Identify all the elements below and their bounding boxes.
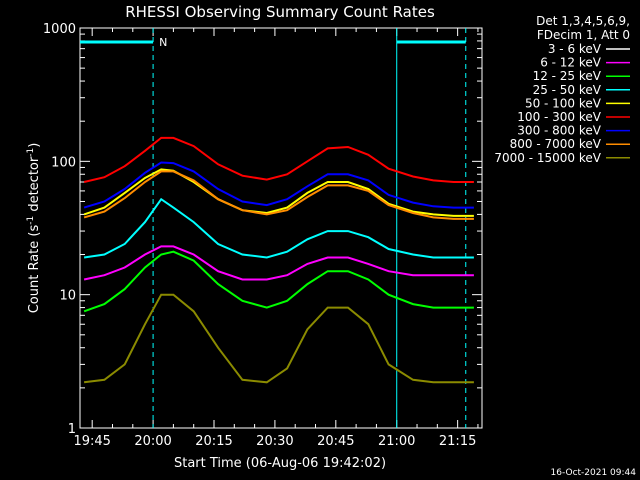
y-axis-label-sup-2: -1 <box>26 148 36 157</box>
series-line-7 <box>83 170 474 220</box>
legend-header-2: FDecim 1, Att 0 <box>537 28 630 42</box>
series-line-1 <box>83 245 474 281</box>
series-line-8 <box>83 293 474 384</box>
legend-label: 12 - 25 keV <box>533 69 602 83</box>
legend-label: 6 - 12 keV <box>540 56 602 70</box>
y-axis-label-mid: detector <box>27 156 42 216</box>
legend-label: 50 - 100 keV <box>525 96 602 110</box>
legend-label: 25 - 50 keV <box>533 83 602 97</box>
x-tick-label: 20:45 <box>317 434 354 449</box>
x-tick-label: 21:15 <box>439 434 476 449</box>
legend-label: 7000 - 15000 keV <box>494 151 601 165</box>
y-axis-label-main: Count Rate (s <box>27 225 42 314</box>
y-axis-label-sup-1: -1 <box>26 216 36 225</box>
x-tick-label: 19:45 <box>73 434 110 449</box>
timestamp: 16-Oct-2021 09:44 <box>551 468 637 478</box>
series-line-5 <box>83 136 474 183</box>
legend-label: 3 - 6 keV <box>548 42 602 56</box>
night-annotations: N <box>80 28 467 428</box>
night-label: N <box>159 36 167 49</box>
legend: Det 1,3,4,5,6,9, FDecim 1, Att 0 3 - 6 k… <box>494 14 630 165</box>
legend-header-1: Det 1,3,4,5,6,9, <box>536 14 630 28</box>
series-line-3 <box>83 197 474 259</box>
series-line-2 <box>83 250 474 313</box>
x-axis-label: Start Time (06-Aug-06 19:42:02) <box>174 456 386 471</box>
y-tick-label: 10 <box>59 289 76 304</box>
x-tick-label: 20:00 <box>134 434 171 449</box>
x-tick-label: 21:00 <box>378 434 415 449</box>
legend-label: 300 - 800 keV <box>517 124 601 138</box>
series-line-4 <box>83 168 474 217</box>
y-tick-label: 1000 <box>43 22 76 37</box>
x-tick-label: 20:30 <box>256 434 293 449</box>
y-axis-label: Count Rate (s-1 detector-1) <box>26 143 42 314</box>
y-axis-ticks: 1 10 100 1000 <box>43 22 482 437</box>
legend-label: 100 - 300 keV <box>517 110 601 124</box>
y-tick-label: 100 <box>51 155 76 170</box>
legend-label: 800 - 7000 keV <box>510 137 602 151</box>
series-line-6 <box>83 161 474 209</box>
plot-frame <box>79 27 483 429</box>
y-axis-label-end: ) <box>27 143 42 148</box>
series-lines <box>83 136 474 384</box>
y-tick-label: 1 <box>68 422 76 437</box>
x-tick-label: 20:15 <box>195 434 232 449</box>
chart-title: RHESSI Observing Summary Count Rates <box>125 3 435 21</box>
